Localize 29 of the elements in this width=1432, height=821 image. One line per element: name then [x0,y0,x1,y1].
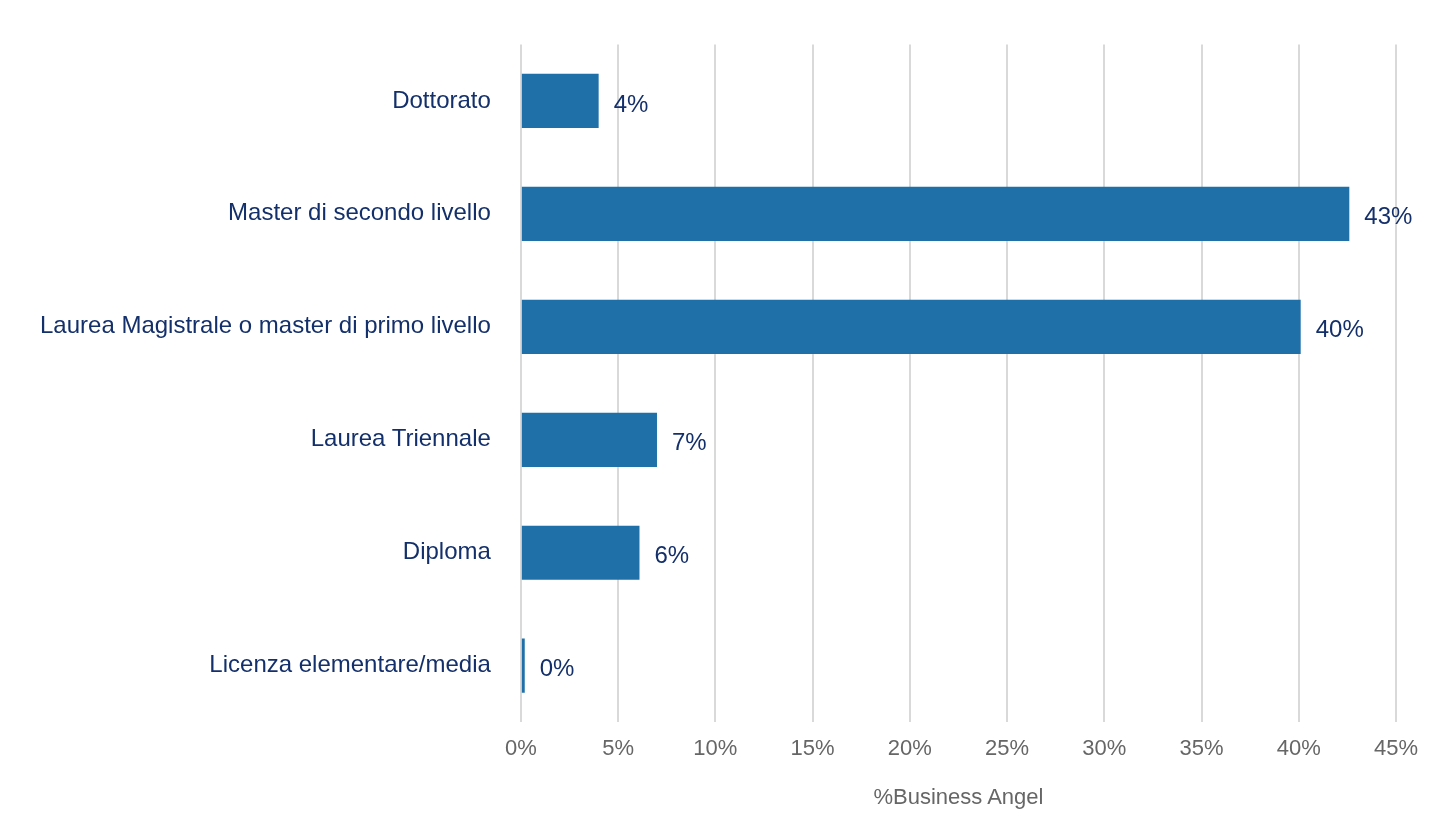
data-label: 4% [613,89,649,117]
data-label: 6% [654,541,690,569]
x-tick-label: 30% [1082,735,1127,761]
bar [521,73,599,128]
x-tick-label: 0% [504,735,537,761]
bar [521,412,657,467]
y-tick-label: Laurea Triennale [310,424,491,452]
x-tick-label: 15% [790,735,835,761]
data-label: 43% [1364,202,1413,230]
y-tick-label: Diploma [402,537,492,565]
x-tick-label: 45% [1373,735,1419,761]
y-tick-label: Laurea Magistrale o master di primo livello [40,311,491,339]
bar [521,186,1350,241]
y-tick-label: Dottorato [392,85,491,113]
y-tick-label: Licenza elementare/media [209,650,492,678]
bar [521,299,1301,354]
data-label: 0% [539,654,575,682]
x-tick-label: 40% [1276,735,1321,761]
x-axis-title: %Business Angel [873,783,1044,809]
bar [521,638,525,693]
x-tick-label: 25% [985,735,1030,761]
x-tick-label: 20% [887,735,932,761]
bar [521,525,640,580]
x-tick-label: 5% [602,735,634,761]
data-label: 40% [1315,315,1364,343]
y-tick-label: Master di secondo livello [228,198,491,226]
x-tick-label: 10% [693,735,738,761]
x-tick-label: 35% [1179,735,1224,761]
data-label: 7% [671,428,707,456]
